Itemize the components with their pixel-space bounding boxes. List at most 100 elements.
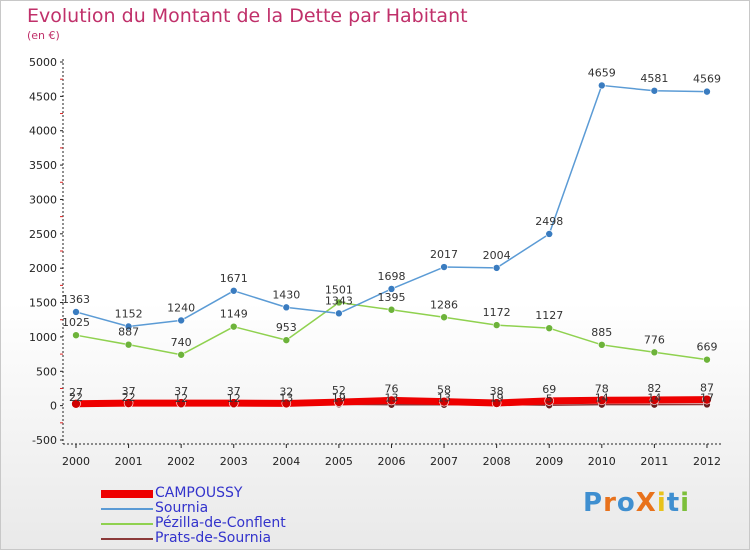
data-label: 4581 bbox=[640, 72, 668, 85]
data-label: 12 bbox=[227, 392, 241, 405]
data-label: 87 bbox=[700, 382, 714, 395]
legend-swatch-sournia bbox=[101, 508, 153, 510]
logo-letter: X bbox=[635, 488, 657, 518]
data-point bbox=[491, 398, 502, 408]
data-point bbox=[282, 303, 291, 312]
data-label: 1698 bbox=[377, 270, 405, 283]
data-point bbox=[177, 350, 185, 359]
legend-label-pezilla: Pézilla-de-Conflent bbox=[155, 515, 286, 531]
data-point bbox=[597, 81, 606, 90]
data-point bbox=[649, 395, 660, 405]
data-point bbox=[71, 398, 81, 409]
data-labels-layer: 1025 887 740 1149 953 1501 1395 1286 1172 1127 885… bbox=[62, 66, 721, 405]
chart-subtitle: (en €) bbox=[27, 29, 60, 42]
y-tick-label: 3500 bbox=[29, 159, 57, 172]
data-label: 12 bbox=[174, 392, 188, 405]
data-point bbox=[440, 263, 448, 271]
data-point bbox=[544, 396, 555, 406]
data-label: 1430 bbox=[272, 288, 300, 301]
data-point bbox=[281, 398, 292, 409]
x-tick-label: 2007 bbox=[430, 455, 458, 468]
data-point bbox=[124, 340, 133, 349]
x-tick-label: 2004 bbox=[272, 455, 300, 468]
legend-label-prats: Prats-de-Sournia bbox=[155, 530, 272, 546]
data-point bbox=[439, 396, 449, 407]
data-point bbox=[650, 348, 659, 357]
x-tick-label: 2002 bbox=[167, 455, 195, 468]
data-point bbox=[335, 298, 343, 307]
x-tick-label: 2001 bbox=[115, 455, 143, 468]
legend-label-sournia: Sournia bbox=[155, 500, 209, 516]
data-label: 13 bbox=[437, 392, 451, 405]
x-tick-label: 2003 bbox=[220, 455, 248, 468]
logo-letter: P bbox=[583, 488, 604, 518]
series-layer bbox=[71, 81, 712, 410]
data-label: 2498 bbox=[535, 215, 563, 228]
data-point bbox=[387, 285, 396, 293]
x-tick-label: 2011 bbox=[640, 455, 668, 468]
y-tick-label: 500 bbox=[36, 365, 57, 378]
data-label: 22 bbox=[69, 391, 83, 404]
logo-letter: i bbox=[656, 488, 667, 518]
data-label: 1343 bbox=[325, 294, 353, 307]
data-label: 27 bbox=[69, 386, 83, 399]
data-point bbox=[72, 308, 80, 316]
logo-letter: t bbox=[666, 488, 681, 518]
data-label: 885 bbox=[591, 326, 612, 339]
x-tick-label: 2008 bbox=[483, 455, 511, 468]
data-label: 69 bbox=[542, 383, 556, 396]
x-tick-label: 2010 bbox=[588, 455, 616, 468]
data-point bbox=[440, 313, 448, 322]
x-tick-label: 2012 bbox=[693, 455, 721, 468]
proxiti-logo: ProXiti bbox=[583, 488, 690, 518]
legend-swatch-pezilla bbox=[101, 523, 153, 525]
data-point bbox=[282, 336, 291, 344]
data-point bbox=[228, 398, 239, 408]
data-label: 13 bbox=[384, 392, 398, 405]
data-point bbox=[229, 322, 238, 331]
data-label: 1127 bbox=[535, 309, 563, 322]
data-point bbox=[650, 86, 659, 95]
y-tick-label: 1500 bbox=[29, 297, 57, 310]
data-point bbox=[703, 355, 711, 364]
data-point bbox=[703, 87, 711, 96]
y-tick-label: 1000 bbox=[29, 331, 57, 344]
data-label: 1240 bbox=[167, 301, 195, 314]
y-tick-label: 5000 bbox=[29, 56, 57, 69]
data-point bbox=[492, 264, 501, 272]
data-label: 37 bbox=[174, 385, 188, 398]
data-label: 1025 bbox=[62, 316, 90, 329]
legend-label-campoussy: CAMPOUSSY bbox=[155, 485, 243, 501]
data-label: 776 bbox=[644, 333, 665, 346]
data-label: 37 bbox=[122, 385, 136, 398]
logo-letter: o bbox=[616, 488, 636, 518]
logo-letter: r bbox=[603, 488, 617, 518]
y-tick-label: 4500 bbox=[29, 90, 57, 103]
axes: -500 0 500 1000 1500 2000 2500 3000 3500 4000 4500… bbox=[29, 56, 721, 468]
data-label: 82 bbox=[647, 382, 661, 395]
data-label: 1501 bbox=[325, 283, 353, 296]
y-tick-label: 0 bbox=[50, 400, 57, 413]
data-label: 19 bbox=[490, 391, 504, 404]
data-label: 37 bbox=[227, 385, 241, 398]
data-label: 887 bbox=[118, 326, 139, 339]
data-label: 1395 bbox=[377, 291, 405, 304]
data-label: 4659 bbox=[588, 66, 616, 79]
chart-title: Evolution du Montant de la Dette par Hab… bbox=[27, 5, 468, 27]
data-point bbox=[387, 305, 396, 314]
data-label: 58 bbox=[437, 384, 451, 397]
y-tick-label: 2500 bbox=[29, 228, 57, 241]
data-label: 17 bbox=[700, 391, 714, 404]
data-label: 78 bbox=[595, 382, 609, 395]
data-point bbox=[176, 398, 186, 408]
data-point bbox=[177, 316, 185, 325]
data-point bbox=[335, 309, 343, 318]
data-label: 740 bbox=[171, 336, 192, 349]
x-tick-label: 2009 bbox=[535, 455, 563, 468]
data-point bbox=[386, 395, 397, 406]
data-label: 14 bbox=[595, 392, 609, 405]
data-point bbox=[702, 394, 712, 405]
data-point bbox=[597, 341, 606, 349]
